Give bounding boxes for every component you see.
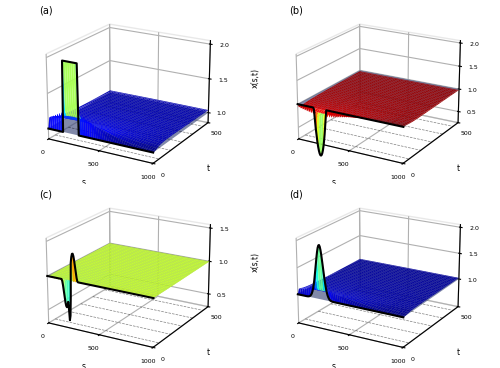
Text: (b): (b) bbox=[289, 6, 303, 15]
X-axis label: s: s bbox=[82, 362, 86, 368]
Y-axis label: t: t bbox=[206, 348, 210, 357]
X-axis label: s: s bbox=[82, 178, 86, 187]
Y-axis label: t: t bbox=[456, 164, 460, 173]
X-axis label: s: s bbox=[332, 362, 336, 368]
Text: (a): (a) bbox=[39, 6, 53, 15]
X-axis label: s: s bbox=[332, 178, 336, 187]
Text: (c): (c) bbox=[39, 190, 52, 199]
Y-axis label: t: t bbox=[456, 348, 460, 357]
Y-axis label: t: t bbox=[206, 164, 210, 173]
Text: (d): (d) bbox=[289, 190, 303, 199]
